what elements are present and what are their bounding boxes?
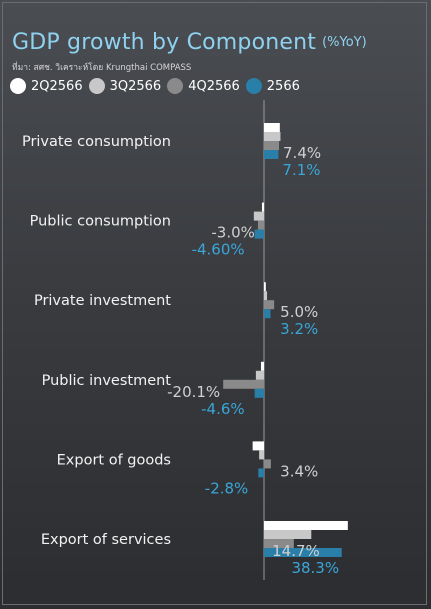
data-label-4q2566: 3.4%: [280, 462, 318, 480]
legend: 2Q2566 3Q2566 4Q2566 2566: [10, 78, 306, 94]
legend-swatch-3q2566: [88, 78, 105, 94]
data-label-4q2566: 7.4%: [283, 144, 321, 162]
legend-label-4q2566: 4Q2566: [188, 78, 240, 94]
data-label-2566: -4.6%: [201, 400, 245, 418]
bar-2566: [264, 548, 342, 557]
bar-2q2566: [264, 123, 280, 132]
category-label: Private investment: [34, 293, 171, 309]
chart-title: GDP growth by Component (%YoY): [12, 30, 367, 55]
data-label-2566: -2.8%: [205, 479, 249, 497]
bar-2q2566: [264, 282, 266, 292]
bar-4q2566: [257, 220, 264, 230]
bar-2566: [254, 388, 264, 398]
bar-2566: [264, 150, 279, 159]
data-label-2566: -4.60%: [192, 241, 245, 259]
bar-4q2566: [264, 141, 280, 150]
legend-label-2q2566: 2Q2566: [31, 78, 83, 94]
bar-4q2566: [223, 379, 264, 389]
bar-2566: [254, 229, 264, 239]
bar-3q2566: [253, 211, 264, 221]
data-label-2566: 38.3%: [291, 559, 339, 577]
bar-4q2566: [264, 459, 271, 469]
data-label-2566: 7.1%: [282, 161, 320, 179]
bar-4q2566: [264, 300, 275, 310]
bar-4q2566: [264, 539, 294, 548]
source-note: ที่มา: สศช. วิเคราะห์โดย Krungthai COMPA…: [12, 63, 192, 73]
legend-item-2566: 2566: [245, 78, 300, 94]
bar-3q2566: [264, 530, 312, 539]
legend-item-4q2566: 4Q2566: [167, 78, 240, 94]
bar-2566: [264, 309, 271, 319]
chart-title-text: GDP growth by Component: [12, 30, 317, 55]
data-label-4q2566: 14.7%: [272, 542, 320, 560]
bar-2q2566: [264, 521, 348, 530]
legend-item-2q2566: 2Q2566: [10, 78, 83, 94]
bar-3q2566: [264, 132, 281, 141]
category-label: Public investment: [42, 373, 172, 389]
bar-3q2566: [255, 370, 264, 380]
legend-swatch-2q2566: [10, 78, 26, 94]
data-label-2566: 3.2%: [280, 320, 318, 338]
legend-swatch-4q2566: [167, 78, 184, 94]
bar-3q2566: [259, 450, 264, 460]
category-label: Export of services: [41, 532, 171, 548]
data-label-4q2566: -20.1%: [167, 383, 220, 401]
legend-label-2566: 2566: [266, 78, 300, 94]
bar-2q2566: [260, 361, 264, 371]
legend-swatch-2566: [245, 78, 262, 94]
chart-title-unit: (%YoY): [322, 35, 367, 50]
data-label-4q2566: 5.0%: [280, 303, 318, 321]
bar-2q2566: [252, 441, 264, 451]
category-label: Private consumption: [22, 134, 171, 150]
category-label: Public consumption: [30, 214, 171, 230]
category-label: Export of goods: [57, 452, 171, 468]
chart-frame: [2, 2, 427, 605]
bar-3q2566: [264, 291, 268, 301]
legend-label-3q2566: 3Q2566: [109, 78, 162, 94]
legend-item-3q2566: 3Q2566: [88, 78, 162, 94]
data-label-4q2566: -3.0%: [211, 224, 255, 242]
bar-2566: [258, 468, 264, 478]
bar-2q2566: [261, 202, 264, 212]
